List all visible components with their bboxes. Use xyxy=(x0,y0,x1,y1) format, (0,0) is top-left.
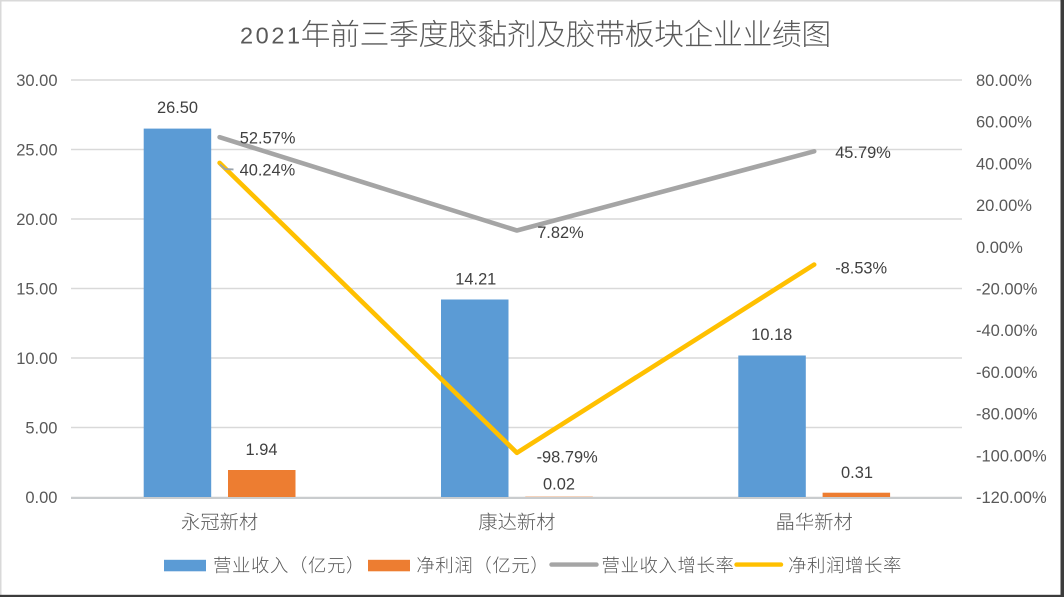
svg-text:7.82%: 7.82% xyxy=(537,224,583,242)
svg-text:-100.00%: -100.00% xyxy=(976,447,1047,465)
svg-text:-60.00%: -60.00% xyxy=(976,364,1038,382)
svg-text:60.00%: 60.00% xyxy=(976,114,1032,132)
svg-text:0.31: 0.31 xyxy=(841,464,873,482)
svg-text:-40.00%: -40.00% xyxy=(976,322,1038,340)
svg-text:-8.53%: -8.53% xyxy=(835,259,887,277)
svg-text:-80.00%: -80.00% xyxy=(976,406,1038,424)
svg-text:10.18: 10.18 xyxy=(751,326,792,344)
svg-text:15.00: 15.00 xyxy=(16,281,57,299)
svg-text:20.00%: 20.00% xyxy=(976,197,1032,215)
svg-text:0.00%: 0.00% xyxy=(976,239,1023,257)
svg-text:20.00: 20.00 xyxy=(16,211,57,229)
svg-text:25.00: 25.00 xyxy=(16,142,57,160)
svg-text:-20.00%: -20.00% xyxy=(976,281,1038,299)
svg-text:40.24%: 40.24% xyxy=(240,162,296,180)
svg-text:2021: 2021 xyxy=(240,22,303,48)
svg-text:30.00: 30.00 xyxy=(16,72,57,90)
svg-text:-120.00%: -120.00% xyxy=(976,489,1047,507)
svg-text:0.02: 0.02 xyxy=(543,476,575,494)
svg-text:40.00%: 40.00% xyxy=(976,155,1032,173)
svg-text:45.79%: 45.79% xyxy=(835,144,891,162)
svg-text:52.57%: 52.57% xyxy=(240,130,296,148)
svg-text:0.00: 0.00 xyxy=(25,489,57,507)
svg-text:80.00%: 80.00% xyxy=(976,72,1032,90)
svg-text:10.00: 10.00 xyxy=(16,350,57,368)
svg-text:26.50: 26.50 xyxy=(157,99,198,117)
svg-text:-98.79%: -98.79% xyxy=(537,448,598,466)
svg-text:1.94: 1.94 xyxy=(246,441,278,459)
svg-text:5.00: 5.00 xyxy=(25,420,57,438)
svg-text:14.21: 14.21 xyxy=(455,270,496,288)
